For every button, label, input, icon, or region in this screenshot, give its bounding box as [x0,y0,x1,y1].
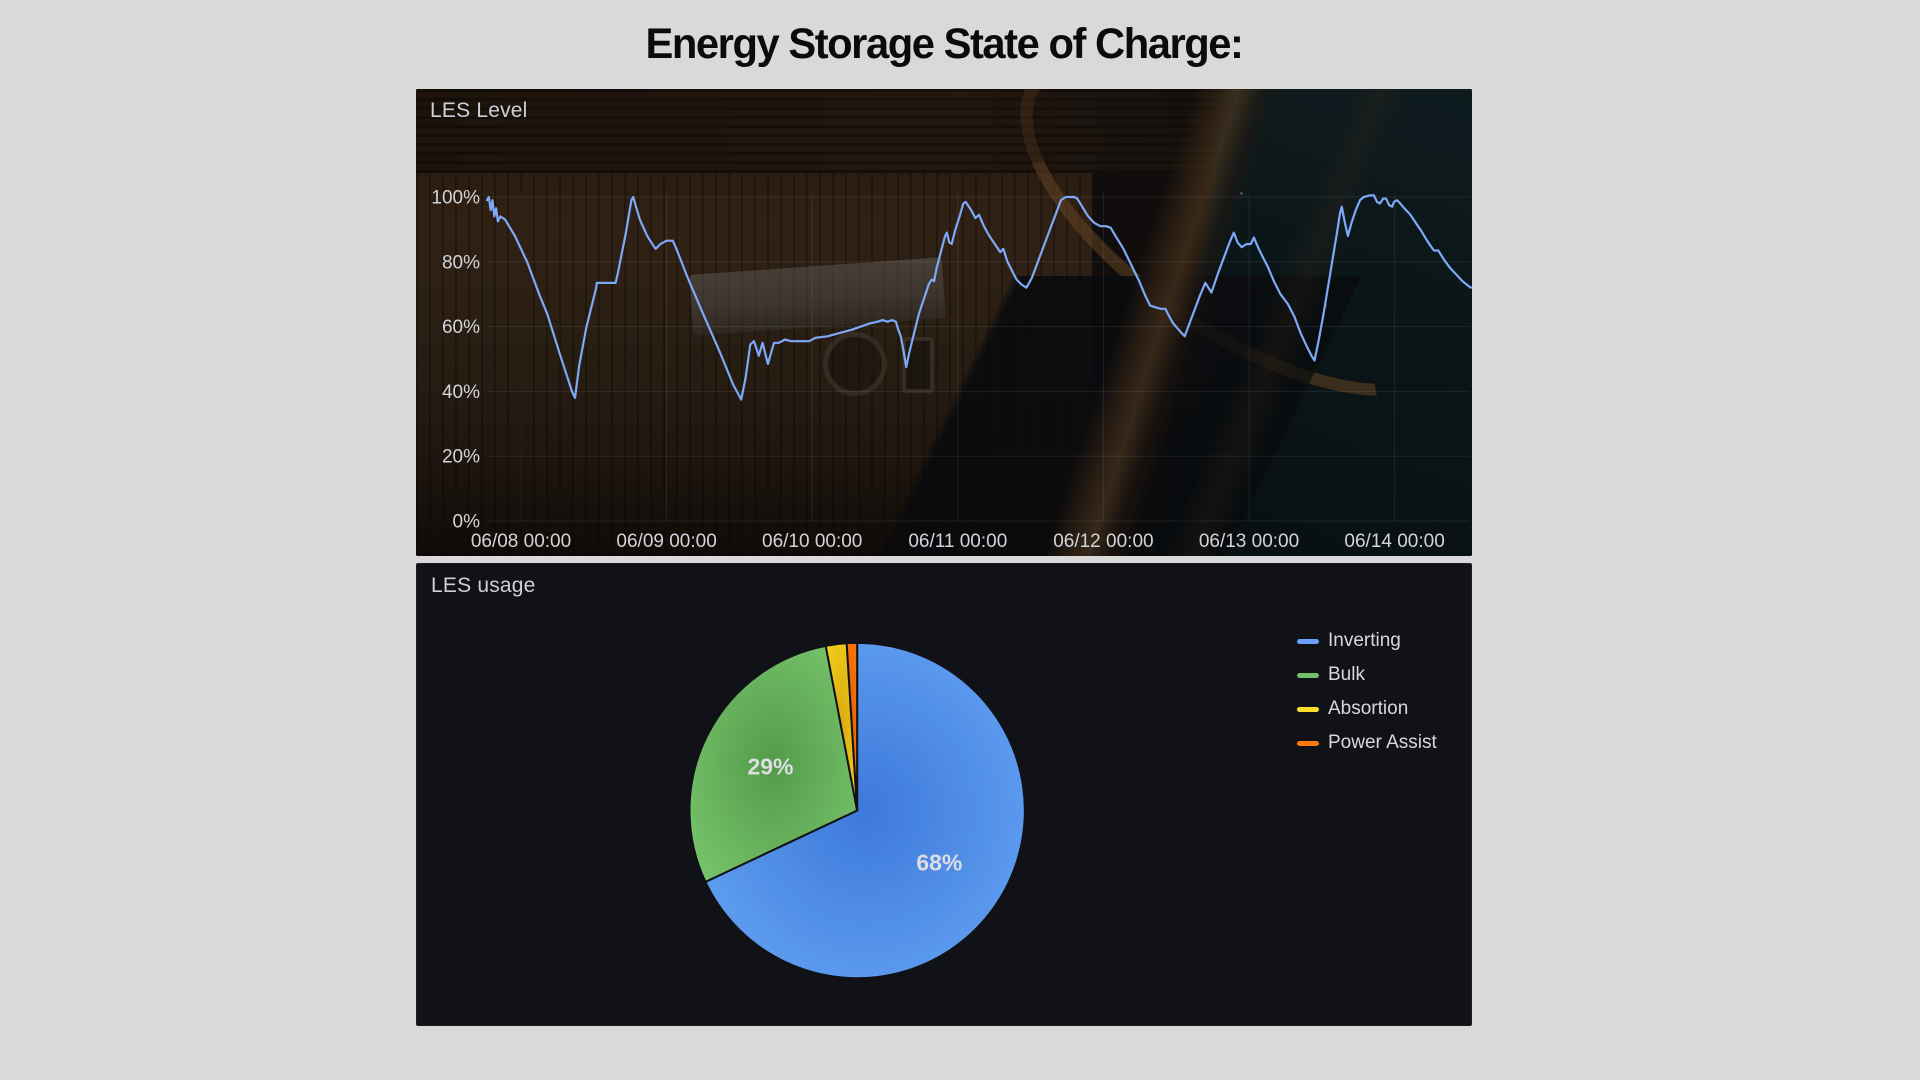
panel-background-photo-star [1239,191,1243,195]
pie-slice-percentage-label: 29% [748,753,794,779]
legend-color-pill [1297,672,1319,678]
y-axis-tick-label: 0% [453,512,481,533]
legend-item-power-assist[interactable]: Power Assist [1297,726,1437,760]
pie-slice-percentage-label: 68% [916,850,962,876]
les-level-chart[interactable]: 100% 80% 60% 40% 20% 0%06/08 00:00 06/09 00:00… [416,89,1472,556]
x-axis-tick-label: 06/14 00:00 [1344,531,1444,552]
page-title: Energy Storage State of Charge: [645,20,1244,68]
y-axis-tick-label: 40% [442,382,480,403]
x-axis-tick-label: 06/08 00:00 [471,531,571,552]
legend-item-label: Absortion [1328,698,1409,719]
y-axis-tick-label: 60% [442,317,480,338]
les-usage-panel-title: LES usage [431,574,536,597]
les-level-panel: LES Level 100% 80% 60% 40% 20% 0% 06/08 00:00 0… [416,89,1472,556]
pie-slice-inverting[interactable] [704,641,1026,980]
legend-item-label: Power Assist [1328,732,1437,753]
pie-slice-bulk[interactable] [688,644,859,884]
les-usage-pie-chart[interactable]: 68% 29% [417,564,1471,1026]
legend-item-label: Inverting [1328,630,1401,651]
y-axis-tick-label: 80% [442,252,480,273]
pie-legend: Inverting Bulk Absortion Power Assist [1297,624,1437,760]
les-level-panel-title: LES Level [430,99,528,122]
x-axis-tick-label: 06/09 00:00 [616,531,716,552]
dashboard-content: Energy Storage State of Charge: [416,0,1472,69]
legend-color-pill [1297,740,1319,746]
legend-item-inverting[interactable]: Inverting [1297,624,1437,658]
legend-color-pill [1297,638,1319,644]
legend-item-absortion[interactable]: Absortion [1297,692,1437,726]
x-axis-tick-label: 06/12 00:00 [1053,531,1153,552]
x-axis-tick-label: 06/11 00:00 [908,531,1007,552]
legend-item-label: Bulk [1328,664,1365,685]
soc-line-series[interactable] [485,194,1472,401]
les-usage-panel: LES usage 68% 29% Inverting Bulk Absortion P… [416,563,1472,1026]
y-axis-tick-label: 100% [431,188,480,209]
legend-item-bulk[interactable]: Bulk [1297,658,1437,692]
x-axis-tick-label: 06/13 00:00 [1199,531,1299,552]
x-axis-tick-label: 06/10 00:00 [762,531,862,552]
legend-color-pill [1297,706,1319,712]
pie-slice-power-assist[interactable] [845,641,859,811]
y-axis-tick-label: 20% [442,447,480,468]
